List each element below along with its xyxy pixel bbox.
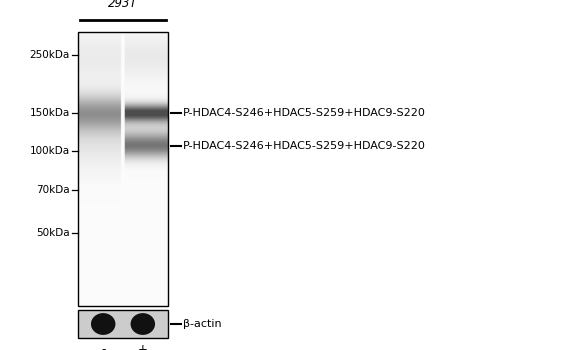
Text: 250kDa: 250kDa (30, 50, 70, 60)
Bar (78, 310, 168, 338)
Text: 100kDa: 100kDa (30, 146, 70, 156)
Text: P-HDAC4-S246+HDAC5-S259+HDAC9-S220: P-HDAC4-S246+HDAC5-S259+HDAC9-S220 (183, 108, 426, 118)
Text: 50kDa: 50kDa (37, 229, 70, 238)
Ellipse shape (131, 313, 155, 335)
Bar (78, 32, 168, 306)
Text: β-actin: β-actin (183, 319, 222, 329)
Text: 293T: 293T (108, 0, 138, 10)
Text: 150kDa: 150kDa (30, 108, 70, 118)
Text: P-HDAC4-S246+HDAC5-S259+HDAC9-S220: P-HDAC4-S246+HDAC5-S259+HDAC9-S220 (183, 141, 426, 151)
Text: +: + (138, 343, 148, 350)
Ellipse shape (91, 313, 115, 335)
Text: 70kDa: 70kDa (37, 184, 70, 195)
Text: -: - (101, 343, 105, 350)
